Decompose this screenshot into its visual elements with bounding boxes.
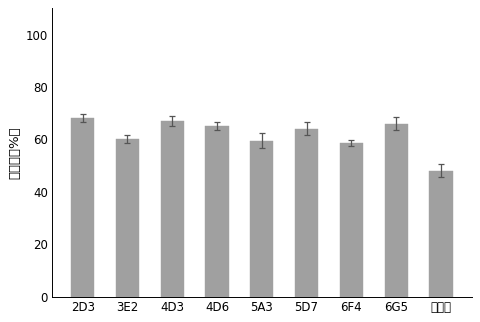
Bar [250,141,274,297]
Bar [384,124,408,297]
Bar [71,118,94,297]
Bar [205,126,228,297]
Bar [116,139,139,297]
Y-axis label: 抑制率（%）: 抑制率（%） [8,126,21,179]
Bar [429,171,453,297]
Bar [295,129,318,297]
Bar [340,143,363,297]
Bar [161,121,184,297]
